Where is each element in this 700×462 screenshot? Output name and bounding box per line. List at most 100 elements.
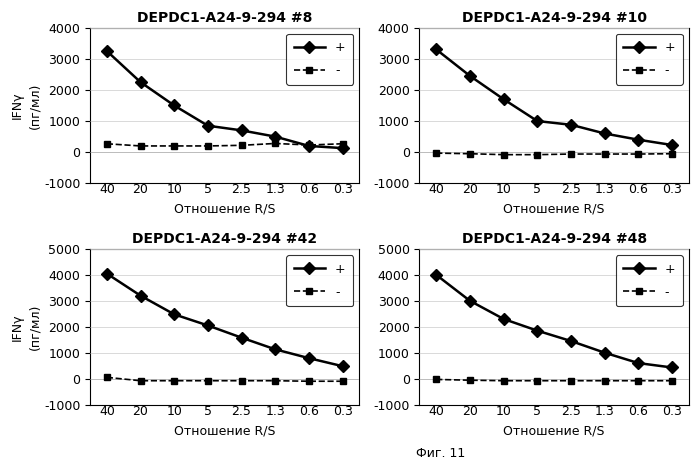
+ [136, 79, 145, 85]
- [271, 141, 279, 146]
- [499, 152, 508, 158]
+ [204, 123, 212, 128]
+ [204, 322, 212, 328]
X-axis label: Отношение R/S: Отношение R/S [174, 424, 276, 437]
Text: 5: 5 [533, 405, 541, 418]
+ [432, 47, 440, 52]
Line: +: + [103, 47, 346, 152]
Text: 10: 10 [496, 405, 512, 418]
Line: -: - [433, 376, 676, 384]
+ [304, 355, 313, 361]
Text: 0.3: 0.3 [662, 183, 682, 196]
+ [668, 142, 676, 148]
- [338, 378, 346, 384]
+ [634, 360, 643, 366]
Text: 1.3: 1.3 [265, 405, 285, 418]
+ [601, 131, 609, 136]
+ [567, 122, 575, 128]
Line: +: + [103, 269, 346, 371]
Text: 20: 20 [132, 183, 148, 196]
- [533, 378, 542, 383]
Text: 2.5: 2.5 [561, 405, 581, 418]
Text: 20: 20 [132, 405, 148, 418]
Line: +: + [432, 45, 676, 149]
Text: 2.5: 2.5 [232, 405, 251, 418]
- [601, 378, 609, 383]
- [466, 151, 474, 157]
Text: 40: 40 [428, 405, 444, 418]
Y-axis label: IFNγ
(пг/мл): IFNγ (пг/мл) [11, 82, 41, 128]
Text: 0.6: 0.6 [629, 405, 648, 418]
Legend: +, -: +, - [286, 34, 354, 85]
+ [103, 48, 111, 54]
+ [601, 350, 609, 355]
Title: DEPDC1-A24-9-294 #8: DEPDC1-A24-9-294 #8 [137, 11, 312, 25]
+ [533, 328, 542, 334]
Line: -: - [104, 374, 346, 385]
Text: 0.6: 0.6 [299, 183, 319, 196]
+ [170, 103, 178, 108]
Text: 40: 40 [428, 183, 444, 196]
- [634, 151, 643, 157]
Text: 1.3: 1.3 [595, 405, 615, 418]
- [204, 143, 212, 149]
Text: 0.6: 0.6 [629, 183, 648, 196]
+ [136, 293, 145, 298]
+ [567, 338, 575, 344]
- [304, 378, 313, 384]
Text: 1.3: 1.3 [265, 183, 285, 196]
Text: 40: 40 [99, 183, 115, 196]
- [237, 143, 246, 148]
+ [499, 97, 508, 102]
- [170, 143, 178, 149]
- [668, 151, 676, 157]
Text: 1.3: 1.3 [595, 183, 615, 196]
Line: +: + [432, 271, 676, 371]
Text: 5: 5 [204, 405, 212, 418]
+ [466, 298, 474, 304]
Text: 10: 10 [167, 405, 182, 418]
- [668, 378, 676, 383]
- [466, 377, 474, 383]
- [304, 142, 313, 148]
Y-axis label: IFNγ
(пг/мл): IFNγ (пг/мл) [11, 304, 41, 350]
- [136, 143, 145, 149]
+ [466, 73, 474, 79]
+ [237, 128, 246, 133]
- [499, 378, 508, 383]
+ [499, 316, 508, 322]
Text: 2.5: 2.5 [561, 183, 581, 196]
Text: 2.5: 2.5 [232, 183, 251, 196]
- [103, 375, 111, 380]
+ [432, 272, 440, 278]
Line: -: - [104, 140, 346, 149]
+ [634, 137, 643, 142]
- [204, 378, 212, 383]
- [170, 378, 178, 383]
Title: DEPDC1-A24-9-294 #42: DEPDC1-A24-9-294 #42 [132, 232, 317, 246]
+ [338, 364, 346, 369]
Text: Фиг. 11: Фиг. 11 [416, 447, 466, 460]
Text: 5: 5 [204, 183, 212, 196]
Line: -: - [433, 150, 676, 158]
- [432, 150, 440, 156]
- [271, 378, 279, 383]
+ [668, 365, 676, 370]
+ [338, 146, 346, 151]
Text: 20: 20 [462, 405, 478, 418]
Text: 20: 20 [462, 183, 478, 196]
Title: DEPDC1-A24-9-294 #10: DEPDC1-A24-9-294 #10 [462, 11, 647, 25]
+ [271, 134, 279, 140]
Text: 0.3: 0.3 [332, 405, 353, 418]
Legend: +, -: +, - [286, 255, 354, 306]
X-axis label: Отношение R/S: Отношение R/S [503, 203, 605, 216]
Text: 10: 10 [496, 183, 512, 196]
Title: DEPDC1-A24-9-294 #48: DEPDC1-A24-9-294 #48 [461, 232, 647, 246]
+ [533, 118, 542, 124]
Legend: +, -: +, - [616, 34, 682, 85]
Text: 0.6: 0.6 [299, 405, 319, 418]
X-axis label: Отношение R/S: Отношение R/S [174, 203, 276, 216]
- [601, 151, 609, 157]
- [103, 141, 111, 146]
+ [103, 271, 111, 276]
